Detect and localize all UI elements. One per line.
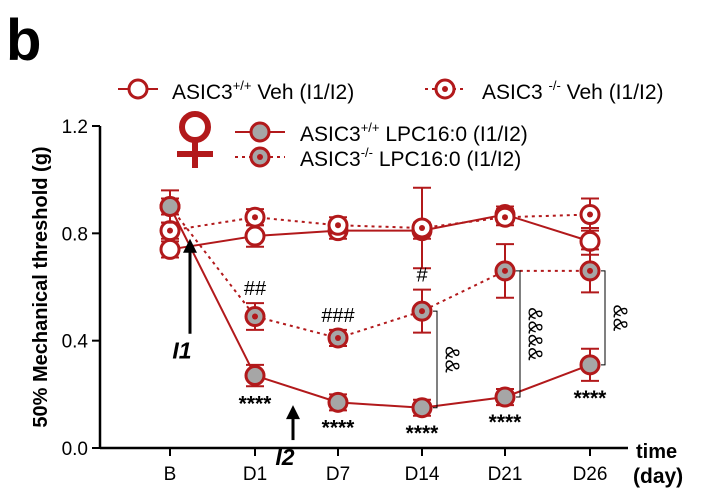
point-dot-1-5 bbox=[587, 211, 593, 218]
series-line-3 bbox=[169, 205, 590, 340]
series-line-1 bbox=[169, 213, 591, 232]
point-dot-3-3 bbox=[419, 308, 425, 315]
bracket-2 bbox=[601, 270, 606, 366]
arrow-label-0: I1 bbox=[172, 338, 191, 364]
y-tick-label-2: 0.8 bbox=[62, 224, 88, 245]
legend-marker-1 bbox=[127, 78, 149, 100]
legend-label-2: ASIC3 -/- Veh (I1/I2) bbox=[482, 78, 664, 104]
significance-ampersand-0: && bbox=[441, 346, 463, 373]
x-tick-label-2: D7 bbox=[326, 464, 350, 485]
point-dot-3-1 bbox=[252, 313, 258, 320]
significance-stars-1: **** bbox=[322, 416, 356, 439]
series-layer bbox=[159, 186, 601, 419]
point-2-4 bbox=[494, 386, 516, 408]
significance-stars-0: **** bbox=[239, 392, 273, 415]
legend-label-1: ASIC3+/+ Veh (I1/I2) bbox=[172, 78, 354, 104]
significance-ampersand-1: &&&& bbox=[524, 307, 546, 361]
x-tick-label-3: D14 bbox=[405, 464, 440, 485]
point-dot-3-4 bbox=[502, 267, 508, 274]
point-dot-3-5 bbox=[587, 267, 593, 274]
legend: ASIC3+/+ Veh (I1/I2) ASIC3 -/- Veh (I1/I… bbox=[118, 78, 664, 171]
legend-entry-1: ASIC3+/+ Veh (I1/I2) bbox=[118, 78, 354, 104]
arrow-head-0 bbox=[183, 238, 197, 253]
legend-entry-3: ASIC3+/+ LPC16:0 (I1/I2) bbox=[235, 120, 528, 146]
legend-marker-dot-2 bbox=[442, 86, 448, 92]
arrow-head-1 bbox=[286, 405, 300, 420]
point-dot-1-2 bbox=[335, 222, 341, 229]
point-0-0 bbox=[159, 238, 181, 260]
significance-hash-1: ### bbox=[321, 305, 355, 327]
x-tick-label-0: B bbox=[164, 464, 177, 485]
x-tick-label-5: D26 bbox=[573, 464, 608, 485]
point-2-1 bbox=[244, 365, 266, 387]
arrow-label-1: I2 bbox=[275, 444, 294, 470]
point-2-2 bbox=[327, 391, 349, 413]
y-tick-label-1: 0.4 bbox=[62, 332, 89, 353]
point-dot-1-4 bbox=[502, 214, 508, 221]
point-0-5 bbox=[579, 230, 601, 252]
x-tick-label-4: D21 bbox=[488, 464, 523, 485]
x-tick-label-1: D1 bbox=[243, 464, 267, 485]
female-symbol-icon bbox=[177, 111, 213, 168]
y-tick-label-0: 0.0 bbox=[62, 439, 88, 460]
significance-hash-0: ## bbox=[244, 278, 267, 300]
panel-letter: b bbox=[6, 8, 41, 73]
y-axis-label: 50% Mechanical threshold (g) bbox=[30, 146, 52, 427]
y-tick-label-3: 1.2 bbox=[62, 117, 88, 138]
point-2-0 bbox=[159, 196, 181, 217]
significance-stars-3: **** bbox=[489, 411, 523, 434]
significance-stars-2: **** bbox=[406, 422, 440, 445]
legend-label-3: ASIC3+/+ LPC16:0 (I1/I2) bbox=[300, 120, 528, 146]
significance-ampersand-2: && bbox=[609, 305, 631, 332]
legend-label-4: ASIC3-/- LPC16:0 (I1/I2) bbox=[300, 145, 521, 171]
legend-entry-4: ASIC3-/- LPC16:0 (I1/I2) bbox=[235, 145, 521, 171]
point-dot-1-1 bbox=[252, 214, 258, 221]
bracket-1 bbox=[516, 270, 521, 398]
x-axis-unit: (day) bbox=[633, 465, 683, 488]
point-2-3 bbox=[411, 397, 433, 419]
x-axis-label: time bbox=[636, 441, 677, 463]
point-2-5 bbox=[579, 354, 601, 376]
series-line-0 bbox=[169, 213, 591, 251]
axes: 0.0 0.4 0.8 1.2 B D1 D7 D14 D21 D26 50% Mechanical… bbox=[30, 117, 683, 488]
legend-marker-dot-4 bbox=[257, 154, 263, 160]
significance-hash-2: # bbox=[416, 265, 428, 287]
significance-stars-4: **** bbox=[574, 387, 608, 410]
point-dot-1-0 bbox=[167, 227, 173, 234]
point-0-1 bbox=[244, 225, 266, 247]
legend-entry-2: ASIC3 -/- Veh (I1/I2) bbox=[425, 78, 664, 104]
bracket-0 bbox=[433, 310, 438, 409]
series-line-2 bbox=[169, 206, 591, 409]
point-dot-3-2 bbox=[335, 334, 341, 341]
point-dot-1-3 bbox=[419, 224, 425, 231]
legend-marker-3 bbox=[249, 121, 271, 143]
